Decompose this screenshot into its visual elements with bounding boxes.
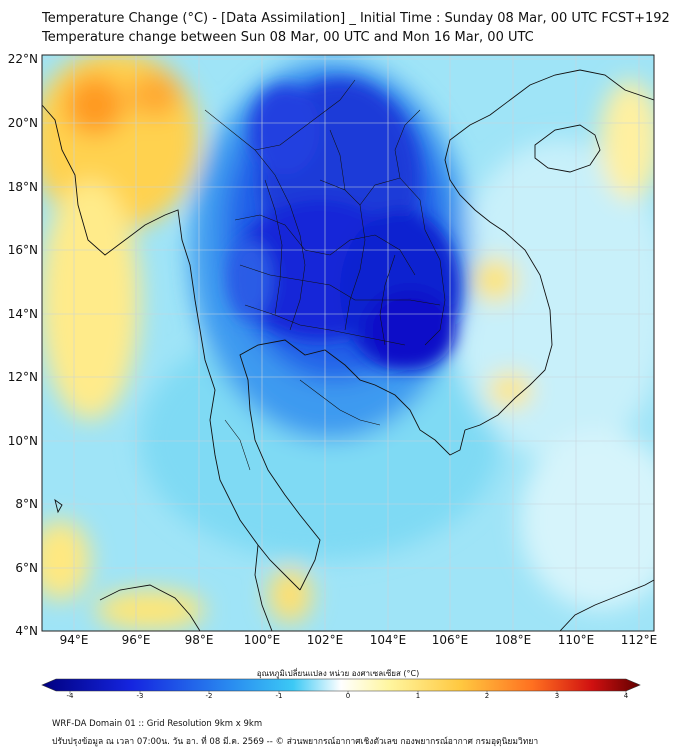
colorbar-tick: 0 — [345, 692, 351, 700]
chart-subtitle: Temperature change between Sun 08 Mar, 0… — [42, 30, 534, 45]
lon-label-98: 98°E — [184, 633, 214, 647]
colorbar — [41, 678, 641, 694]
lon-label-94: 94°E — [59, 633, 89, 647]
colorbar-tick: 3 — [554, 692, 560, 700]
lon-label-106: 106°E — [431, 633, 469, 647]
lon-label-112: 112°E — [620, 633, 658, 647]
lat-label-18: 18°N — [7, 180, 38, 194]
coastlines — [42, 69, 654, 631]
lon-label-104: 104°E — [369, 633, 407, 647]
colorbar-tick: -1 — [275, 692, 283, 700]
lat-label-10: 10°N — [7, 434, 38, 448]
heatmap-field — [42, 55, 654, 631]
colorbar-tick: 2 — [484, 692, 490, 700]
colorbar-tick: 1 — [415, 692, 421, 700]
colorbar-tick: -2 — [205, 692, 213, 700]
footer-credit: ปรับปรุงข้อมูล ณ เวลา 07:00น. วัน อา. ที… — [52, 737, 539, 747]
lon-label-96: 96°E — [121, 633, 151, 647]
lon-label-108: 108°E — [494, 633, 532, 647]
lat-label-4: 4°N — [15, 624, 38, 638]
colorbar-tick: 4 — [623, 692, 629, 700]
lat-label-22: 22°N — [7, 52, 38, 66]
chart-title: Temperature Change (°C) - [Data Assimila… — [42, 11, 670, 26]
grid-lines — [42, 55, 654, 631]
footer-domain-info: WRF-DA Domain 01 :: Grid Resolution 9km … — [52, 719, 263, 729]
lat-label-14: 14°N — [7, 307, 38, 321]
lat-label-8: 8°N — [15, 497, 38, 511]
lat-label-12: 12°N — [7, 370, 38, 384]
lon-label-100: 100°E — [243, 633, 281, 647]
lon-label-102: 102°E — [306, 633, 344, 647]
plot-frame — [41, 54, 655, 632]
lat-label-16: 16°N — [7, 243, 38, 257]
colorbar-tick: -3 — [136, 692, 144, 700]
colorbar-tick: -4 — [66, 692, 74, 700]
province-borders — [204, 79, 446, 471]
colorbar-title: อุณหภูมิเปลี่ยนแปลง หน่วย องศาเซลเซียส (… — [256, 669, 420, 678]
lat-label-6: 6°N — [15, 561, 38, 575]
lat-label-20: 20°N — [7, 116, 38, 130]
lon-label-110: 110°E — [557, 633, 595, 647]
colorbar-bar — [41, 678, 641, 692]
